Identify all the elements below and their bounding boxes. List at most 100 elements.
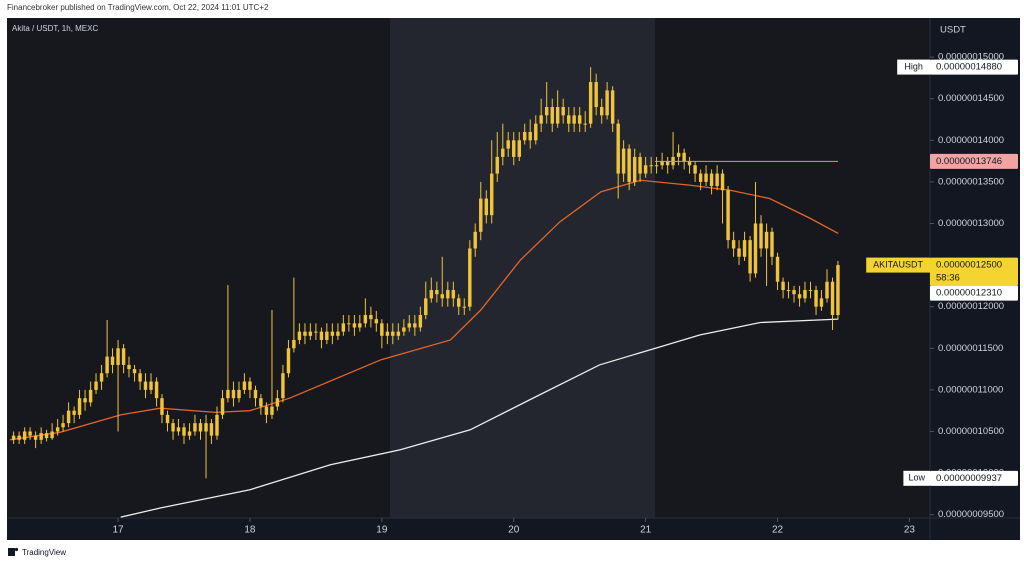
candle-body [292, 339, 296, 349]
candle-body [198, 423, 203, 432]
candle-body [632, 156, 637, 182]
footer-logo [8, 547, 19, 556]
footer: TradingView [22, 548, 66, 557]
candle-body [11, 435, 16, 440]
price-tag-label-box [866, 257, 930, 273]
candle-body [154, 381, 159, 399]
candle-body [336, 331, 340, 336]
candle-body [528, 131, 532, 141]
y-tick-label: 0.00000009500 [938, 509, 1004, 520]
candle-body [297, 331, 302, 340]
candle-body [577, 115, 582, 124]
candle-body [413, 323, 417, 328]
candle-body [176, 427, 181, 432]
candle-body [286, 348, 291, 374]
candle-body [781, 281, 785, 291]
y-tick-label: 0.00000010500 [938, 426, 1004, 437]
candle-body [819, 298, 824, 307]
price-tag [930, 285, 1018, 301]
candle-body [610, 90, 615, 124]
candle-body [808, 290, 813, 292]
candle-body [495, 156, 499, 174]
price-tag-label-box [897, 59, 930, 75]
candle-body [720, 173, 725, 191]
candle-body [534, 123, 538, 141]
candle-body [259, 398, 263, 407]
candle-body [501, 148, 505, 157]
candle-body [424, 298, 428, 316]
candle-body [457, 298, 461, 307]
candle-body [512, 140, 516, 157]
candle-body [693, 165, 697, 174]
candle-body [248, 381, 252, 390]
candle-body [446, 290, 450, 299]
candle-body [550, 107, 554, 124]
candle-body [567, 115, 571, 124]
candle-body [473, 231, 477, 249]
candle-body [363, 315, 368, 324]
candle-body [22, 431, 27, 440]
candle-body [99, 373, 104, 382]
price-tag-value: 0.00000012310 [936, 288, 1002, 299]
candle-body [594, 82, 598, 108]
candle-body [599, 107, 604, 116]
candle-body [160, 398, 164, 415]
candle-body [72, 410, 76, 415]
candle-body [319, 331, 324, 340]
candle-body [407, 323, 411, 328]
candle-body [220, 398, 225, 415]
candle-body [775, 256, 780, 282]
y-tick-label: 0.00000011500 [938, 343, 1003, 354]
candle-body [391, 331, 395, 336]
candle-body [555, 107, 560, 124]
plot-area [9, 67, 840, 518]
candle-body [66, 410, 71, 424]
candle-body [484, 198, 489, 216]
price-tag-label: Low [908, 473, 925, 483]
candle-body [132, 369, 137, 374]
candle-body [121, 348, 126, 365]
header: Financebroker published on TradingView.c… [7, 3, 269, 12]
candle-body [643, 165, 648, 174]
candle-body [649, 165, 653, 167]
candle-body [308, 331, 313, 336]
price-tag [930, 257, 1018, 286]
candle-body [544, 107, 549, 116]
logo-shape [8, 548, 15, 556]
candle-body [237, 389, 241, 399]
candle-body [341, 323, 346, 332]
candle-body [127, 364, 131, 370]
candle-body [380, 323, 384, 336]
candle-body [715, 173, 719, 187]
x-tick-label: 22 [772, 525, 784, 536]
candle-body [572, 115, 576, 124]
candle-body [264, 406, 269, 415]
candle-body [149, 381, 153, 390]
candle-body [638, 156, 642, 174]
candle-body [209, 423, 214, 436]
candle-body [676, 152, 681, 157]
price-tag-value: 0.00000012500 [936, 260, 1002, 271]
session-shade [390, 18, 655, 518]
candle-body [660, 161, 664, 166]
candle-body [462, 306, 466, 308]
price-tag-label: High [904, 61, 923, 71]
candle-body [726, 190, 730, 241]
candle-body [627, 148, 631, 182]
candle-body [440, 294, 444, 299]
candle-body [830, 281, 835, 316]
y-tick-label: 0.00000015000 [938, 52, 1004, 63]
candle-body [358, 323, 362, 328]
x-tick-label: 21 [640, 525, 652, 536]
candle-body [583, 123, 587, 125]
y-tick-label: 0.00000014000 [938, 135, 1004, 146]
candle-body [522, 131, 527, 141]
candle-body [193, 423, 197, 432]
candle-body [814, 290, 818, 307]
candle-body [665, 161, 670, 166]
candle-body [61, 423, 65, 428]
price-tag-label: AKITAUSDT [873, 259, 923, 269]
y-tick-label: 0.00000013500 [938, 176, 1004, 187]
price-tag [930, 59, 1018, 75]
